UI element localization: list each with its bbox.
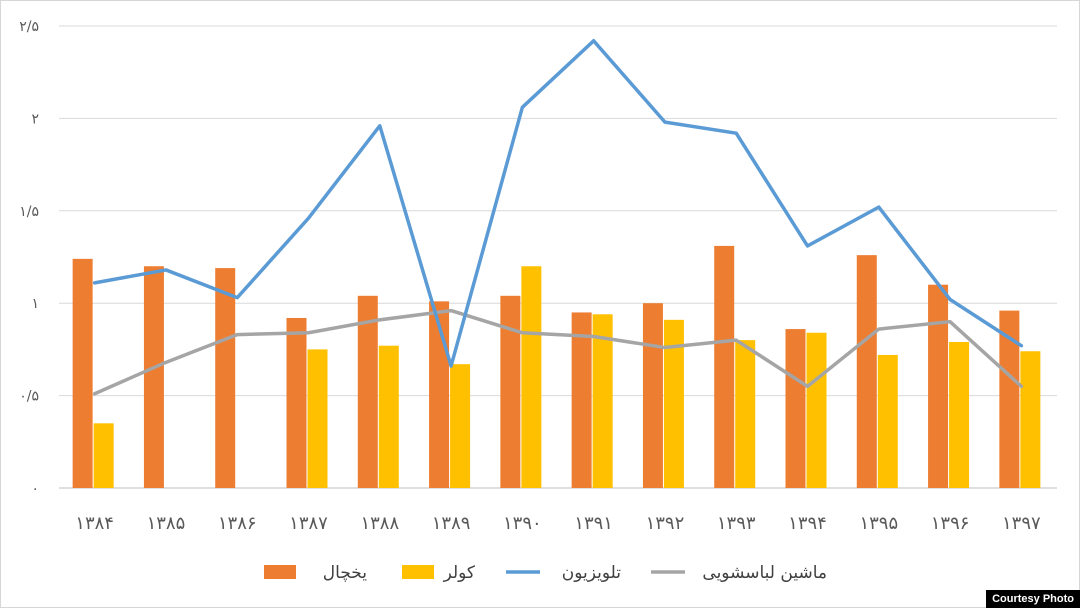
x-tick-label: ۱۳۹۶	[931, 513, 970, 534]
bar-refrigerator	[72, 258, 93, 488]
bar-refrigerator	[642, 303, 663, 488]
legend-refrigerator-label: یخچال	[323, 563, 367, 583]
bar-refrigerator	[928, 284, 949, 488]
bar-cooler	[521, 266, 542, 488]
bar-cooler	[1020, 351, 1041, 488]
x-tick-label: ۱۳۹۴	[788, 513, 827, 534]
x-tick-label: ۱۳۸۶	[218, 513, 257, 534]
bar-refrigerator	[215, 268, 236, 488]
bar-cooler	[450, 364, 471, 488]
legend-cooler-label: کولر	[443, 563, 476, 583]
x-tick-label: ۱۳۹۲	[646, 513, 685, 534]
bar-refrigerator	[999, 310, 1020, 488]
bar-cooler	[663, 319, 684, 488]
bar-cooler	[949, 342, 970, 488]
x-tick-label: ۱۳۸۴	[75, 513, 114, 534]
y-tick-label: ۰	[31, 481, 39, 497]
axis-layer: ۰ ۰/۵ ۱ ۱/۵ ۲ ۲/۵ ۱۳۸۴ ۱۳۸۵ ۱۳۸۶ ۱۳۸۷ ۱۳۸۸ ۱۳۸۹ ۱۳۹۰…	[19, 19, 1041, 534]
bar-cooler	[93, 423, 114, 488]
bar-refrigerator	[500, 295, 521, 488]
x-tick-label: ۱۳۹۷	[1002, 513, 1041, 534]
bar-refrigerator	[714, 245, 735, 488]
y-tick-label: ۱/۵	[19, 204, 39, 220]
credit-badge: Courtesy Photo	[986, 590, 1080, 608]
legend-washing-machine-label: ماشین لباسشویی	[702, 563, 827, 583]
bars-layer	[72, 245, 1041, 488]
x-tick-label: ۱۳۹۰	[503, 513, 542, 534]
lines-layer	[92, 39, 1024, 396]
legend-television-label: تلویزیون	[562, 563, 622, 583]
y-tick-label: ۲/۵	[19, 19, 39, 35]
bar-cooler	[735, 340, 756, 488]
bar-refrigerator	[143, 266, 164, 488]
bar-refrigerator	[286, 317, 307, 488]
bar-refrigerator	[357, 295, 378, 488]
x-tick-label: ۱۳۸۷	[289, 513, 328, 534]
y-tick-label: ۲	[31, 111, 39, 127]
line-television	[92, 39, 1024, 368]
x-tick-label: ۱۳۹۵	[859, 513, 898, 534]
y-tick-label: ۱	[31, 296, 39, 312]
grid-layer	[59, 25, 1057, 489]
line-washing-machine	[92, 308, 1024, 396]
legend-cooler-swatch	[402, 565, 434, 579]
bar-cooler	[592, 314, 613, 488]
bar-refrigerator	[785, 329, 806, 488]
x-tick-label: ۱۳۸۸	[360, 513, 399, 534]
bar-refrigerator	[856, 255, 877, 488]
x-tick-label: ۱۳۹۱	[574, 513, 613, 534]
x-tick-label: ۱۳۹۳	[717, 513, 756, 534]
legend-refrigerator-swatch	[264, 565, 296, 579]
x-tick-label: ۱۳۸۵	[147, 513, 186, 534]
x-tick-label: ۱۳۸۹	[432, 513, 471, 534]
bar-cooler	[877, 354, 898, 488]
bar-cooler	[378, 345, 399, 488]
bar-cooler	[806, 332, 827, 488]
bar-refrigerator	[571, 312, 592, 488]
bar-cooler	[307, 349, 328, 488]
y-tick-label: ۰/۵	[19, 389, 39, 405]
legend: یخچال کولر تلویزیون ماشین لباسشویی	[264, 563, 827, 583]
